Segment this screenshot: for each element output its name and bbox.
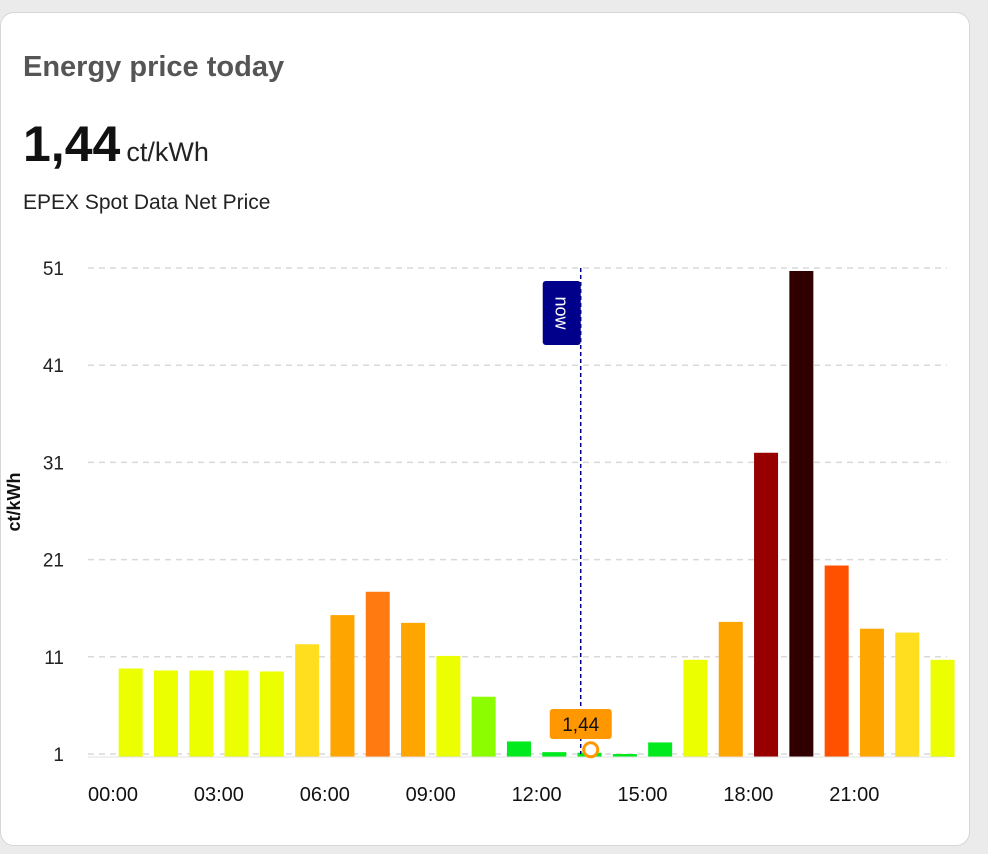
- price-bar: [365, 591, 390, 757]
- now-marker-label: now: [552, 296, 572, 330]
- price-bar: [118, 668, 143, 757]
- price-bar: [224, 670, 249, 757]
- x-tick-label: 21:00: [829, 784, 879, 806]
- current-price-badge-label: 1,44: [562, 715, 599, 736]
- price-bar: [718, 621, 743, 757]
- y-tick-label: 21: [43, 551, 64, 572]
- price-bar: [824, 565, 849, 757]
- price-bar: [401, 622, 426, 757]
- x-tick-label: 12:00: [512, 784, 562, 806]
- x-tick-label: 18:00: [723, 784, 773, 806]
- current-price-value: 1,44: [23, 116, 121, 172]
- current-price-unit: ct/kWh: [126, 137, 209, 167]
- current-price-point: [582, 741, 600, 759]
- price-bar: [153, 670, 178, 757]
- y-tick-label: 11: [44, 648, 64, 669]
- card-subtitle: EPEX Spot Data Net Price: [23, 191, 271, 214]
- price-bar: [648, 742, 673, 757]
- y-tick-label: 41: [43, 356, 64, 377]
- price-bar: [754, 452, 779, 757]
- price-bar: [295, 644, 320, 757]
- x-tick-label: 15:00: [617, 784, 667, 806]
- price-bar: [471, 696, 496, 757]
- price-bar: [895, 632, 920, 757]
- price-bar: [542, 752, 567, 757]
- now-marker-badge: [542, 281, 581, 345]
- current-price-badge: [549, 709, 612, 739]
- current-price: 1,44 ct/kWh: [23, 115, 209, 173]
- x-tick-label: 00:00: [88, 784, 138, 806]
- y-tick-label: 31: [43, 453, 64, 474]
- price-bar: [683, 659, 708, 757]
- price-bar: [436, 655, 461, 757]
- price-bar: [330, 615, 355, 757]
- x-tick-label: 06:00: [300, 784, 350, 806]
- x-tick-label: 09:00: [406, 784, 456, 806]
- y-axis-title: ct/kWh: [4, 472, 24, 531]
- price-bar: [189, 670, 214, 757]
- price-bar: [930, 659, 955, 757]
- price-bar: [859, 628, 884, 757]
- y-tick-label: 1: [53, 745, 64, 766]
- x-tick-label: 03:00: [194, 784, 244, 806]
- price-bar: [506, 741, 531, 757]
- price-bar: [789, 271, 814, 757]
- y-tick-label: 51: [43, 259, 64, 280]
- price-bar: [612, 754, 637, 757]
- card-title: Energy price today: [23, 51, 285, 83]
- price-bar: [259, 671, 284, 757]
